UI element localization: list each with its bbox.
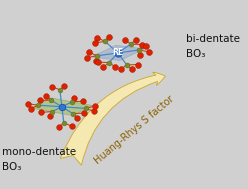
Point [29, 107, 33, 110]
Point [58, 88, 62, 91]
Point [107, 61, 111, 64]
Point [125, 64, 129, 67]
Point [62, 121, 66, 124]
Point [82, 112, 86, 115]
Point [39, 111, 43, 114]
Point [129, 43, 133, 46]
Point [71, 112, 75, 115]
Point [107, 35, 111, 38]
Point [144, 45, 148, 48]
Point [75, 116, 79, 119]
Point [49, 98, 53, 101]
Point [119, 68, 123, 71]
Point [116, 51, 120, 54]
Point [113, 65, 117, 68]
Point [84, 107, 88, 110]
Point [70, 125, 74, 128]
Text: Huang-Rhys S factor: Huang-Rhys S factor [93, 93, 176, 166]
FancyArrowPatch shape [60, 72, 165, 165]
Point [70, 101, 74, 104]
Point [50, 85, 54, 88]
Polygon shape [31, 98, 93, 116]
Point [123, 38, 126, 41]
Point [62, 84, 66, 87]
Point [130, 68, 134, 71]
Point [92, 110, 96, 113]
Text: mono-dentate: mono-dentate [2, 147, 76, 157]
Point [136, 63, 140, 66]
Point [36, 104, 40, 107]
Point [57, 125, 61, 129]
Point [38, 99, 42, 102]
Point [87, 51, 91, 54]
Point [103, 40, 107, 43]
Text: BO₃: BO₃ [186, 49, 205, 59]
Point [94, 59, 98, 62]
Point [101, 66, 105, 69]
Point [60, 105, 64, 108]
Text: BO₃: BO₃ [2, 162, 22, 172]
Point [140, 43, 144, 46]
Point [44, 94, 48, 98]
Point [95, 54, 99, 57]
Polygon shape [91, 45, 145, 60]
Point [138, 54, 142, 57]
Point [147, 50, 151, 53]
Text: bi-dentate: bi-dentate [186, 34, 240, 44]
Point [93, 105, 97, 108]
Point [81, 100, 85, 103]
Point [134, 38, 138, 41]
Point [95, 36, 99, 39]
Point [48, 115, 52, 118]
Point [26, 102, 30, 105]
Point [50, 110, 54, 113]
Text: RE: RE [112, 48, 124, 57]
Point [137, 49, 141, 52]
Point [72, 96, 76, 99]
Point [96, 61, 100, 64]
Point [85, 56, 89, 59]
Point [93, 42, 97, 45]
